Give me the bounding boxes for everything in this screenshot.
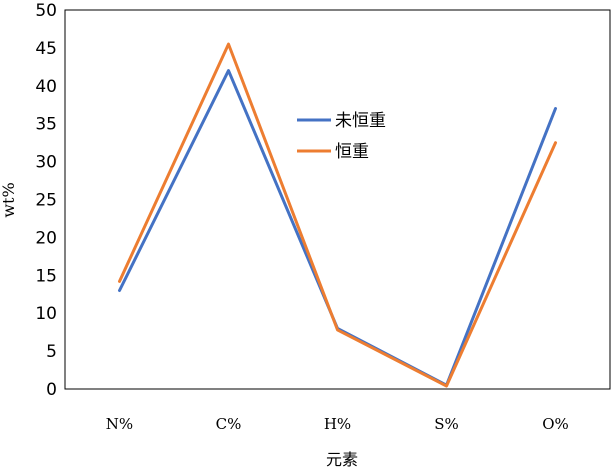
y-tick-label: 20 <box>35 228 57 248</box>
y-axis-title: wt% <box>0 182 18 217</box>
x-axis-title: 元素 <box>326 450 358 469</box>
x-tick-label: O% <box>542 415 569 433</box>
y-tick-label: 35 <box>35 115 57 135</box>
y-tick-label: 45 <box>35 39 57 59</box>
y-tick-label: 25 <box>35 191 57 211</box>
legend-label: 未恒重 <box>335 111 386 131</box>
series-lines <box>118 42 557 388</box>
x-tick-label: H% <box>324 415 351 433</box>
y-tick-label: 5 <box>46 342 57 362</box>
y-axis-ticks: 0 5 10 15 20 25 30 35 40 45 50 <box>35 1 57 400</box>
x-axis-ticks: N% C% H% S% O% <box>106 415 569 433</box>
y-tick-label: 50 <box>35 1 57 21</box>
x-tick-label: C% <box>216 415 242 433</box>
y-tick-label: 15 <box>35 266 57 286</box>
legend-label: 恒重 <box>335 142 369 162</box>
series-line-1 <box>118 42 557 388</box>
y-tick-label: 0 <box>46 380 57 400</box>
y-tick-label: 10 <box>35 304 57 324</box>
plot-frame <box>64 9 611 390</box>
y-tick-label: 30 <box>35 153 57 173</box>
x-tick-label: S% <box>434 415 459 433</box>
x-tick-label: N% <box>106 415 133 433</box>
y-tick-label: 40 <box>35 77 57 97</box>
